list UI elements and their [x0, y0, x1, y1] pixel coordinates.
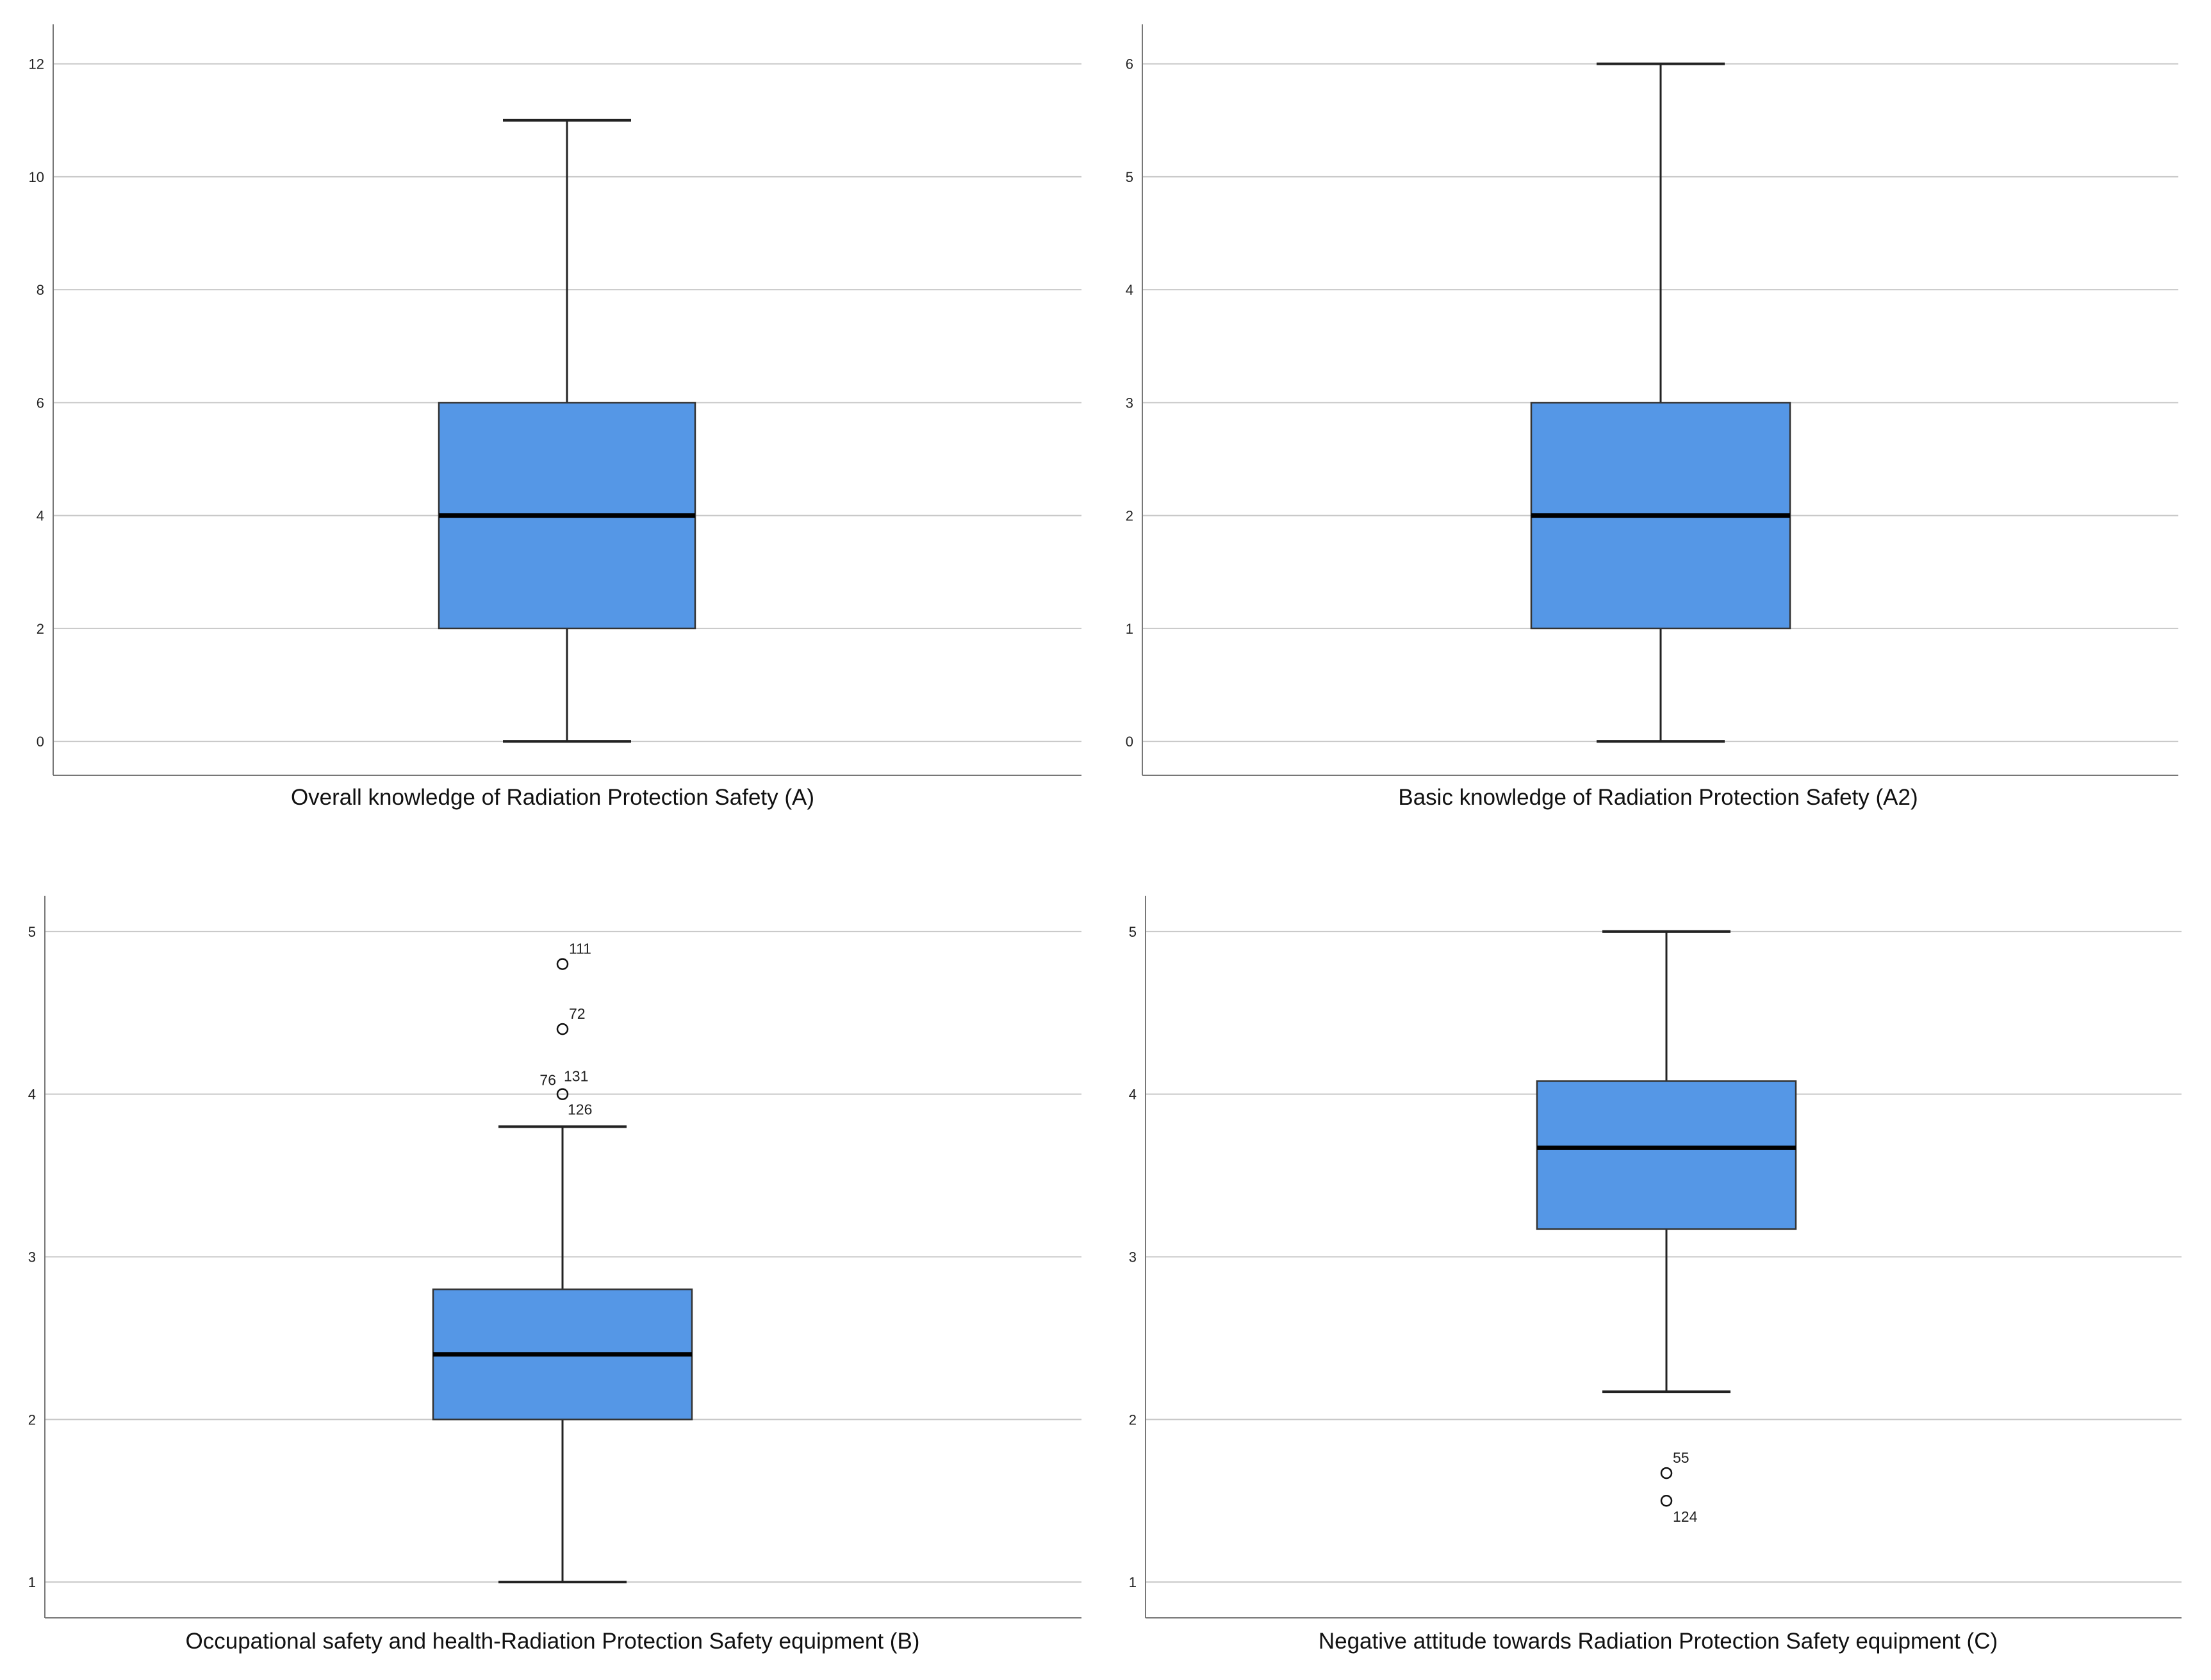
boxplot-panel-overall-knowledge: 0 2 4 6 8 10 12 Overall knowledge of Radiation…	[0, 0, 1105, 833]
boxplot-occupational-safety-svg: 1 2 3 4 5 111 72 76 131 126	[28, 896, 1081, 1618]
y-tick-label: 2	[1129, 1412, 1137, 1428]
outlier-label: 72	[569, 1005, 586, 1022]
outlier-point	[556, 1088, 569, 1100]
outlier-label: 55	[1673, 1449, 1689, 1466]
y-tick-label: 5	[28, 924, 36, 940]
y-tick-label: 0	[37, 734, 44, 750]
outlier-label: 126	[568, 1101, 592, 1118]
y-tick-label: 10	[29, 169, 44, 185]
y-tick-label: 0	[1126, 734, 1133, 750]
boxplot-panel-occupational-safety: 1 2 3 4 5 111 72 76 131 126 Occupational safety a…	[0, 859, 1105, 1680]
outlier-point	[1660, 1467, 1673, 1479]
outlier-label: 76	[539, 1072, 556, 1089]
y-tick-label: 5	[1129, 924, 1137, 940]
y-tick-label: 5	[1126, 169, 1133, 185]
outlier-label: 131	[564, 1068, 588, 1085]
outlier-label: 111	[569, 941, 591, 957]
boxplot-panel-basic-knowledge: 0 1 2 3 4 5 6 Basic knowledge of Radiation Pro…	[1105, 0, 2211, 833]
y-tick-label: 3	[1129, 1249, 1137, 1265]
outlier-point	[1660, 1494, 1673, 1507]
y-tick-label: 3	[28, 1249, 36, 1265]
y-tick-label: 3	[1126, 395, 1133, 411]
x-axis-label: Overall knowledge of Radiation Protectio…	[290, 785, 815, 810]
x-axis-label: Negative attitude towards Radiation Prot…	[1318, 1629, 1998, 1654]
y-tick-label: 8	[37, 282, 44, 298]
y-tick-label: 4	[28, 1087, 36, 1103]
boxplot-panel-negative-attitude: 1 2 3 4 5 55 124 Negative attitude towards Rad…	[1105, 859, 2211, 1680]
y-tick-label: 6	[1126, 56, 1133, 72]
outlier-point	[556, 1023, 569, 1035]
y-tick-label: 2	[37, 621, 44, 637]
outlier-point	[556, 958, 569, 970]
y-tick-label: 1	[1129, 1574, 1137, 1590]
iqr-box	[1536, 1080, 1797, 1230]
y-tick-label: 1	[1126, 621, 1133, 637]
y-tick-label: 2	[1126, 508, 1133, 524]
y-tick-label: 6	[37, 395, 44, 411]
boxplot-overall-knowledge-svg: 0 2 4 6 8 10 12	[29, 24, 1081, 776]
y-tick-label: 4	[1126, 282, 1133, 298]
outlier-label: 124	[1673, 1508, 1698, 1525]
y-tick-label: 4	[37, 508, 44, 524]
boxplot-basic-knowledge-svg: 0 1 2 3 4 5 6	[1126, 24, 2178, 776]
x-axis-label: Occupational safety and health-Radiation…	[185, 1629, 920, 1654]
y-tick-label: 12	[29, 56, 44, 72]
y-tick-label: 2	[28, 1412, 36, 1428]
x-axis-label: Basic knowledge of Radiation Protection …	[1398, 785, 1918, 810]
y-tick-label: 1	[28, 1574, 36, 1590]
y-tick-label: 4	[1129, 1087, 1137, 1103]
